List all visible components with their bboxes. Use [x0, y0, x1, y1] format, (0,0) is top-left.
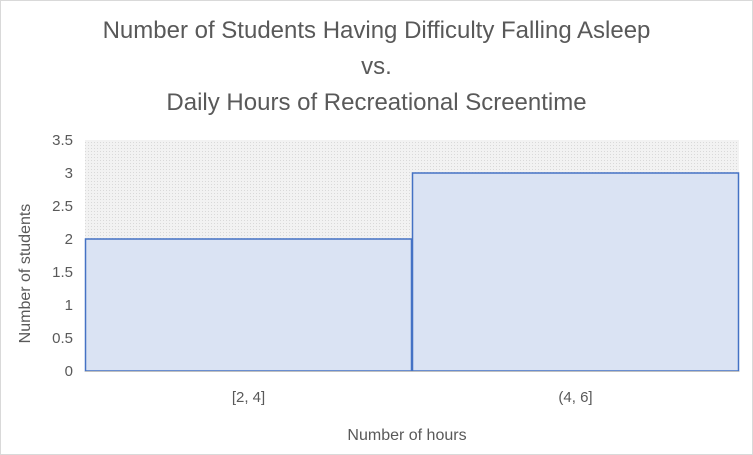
y-tick-label: 3.5: [52, 132, 73, 149]
y-tick-label: 0: [65, 363, 73, 380]
chart-title-line-3: Daily Hours of Recreational Screentime: [166, 89, 587, 116]
y-tick-label: 2.5: [52, 198, 73, 215]
y-tick-label: 2: [65, 231, 73, 248]
y-tick-label: 3: [65, 165, 73, 182]
y-tick-label: 0.5: [52, 330, 73, 347]
y-axis-title: Number of students: [17, 204, 34, 344]
histogram-bar: [84, 238, 413, 372]
y-tick-label: 1.5: [52, 264, 73, 281]
chart-title-line-2: vs.: [361, 53, 392, 80]
y-tick-label: 1: [65, 297, 73, 314]
x-axis-title: Number of hours: [347, 427, 466, 444]
x-tick-label: (4, 6]: [558, 389, 592, 406]
chart-title-line-1: Number of Students Having Difficulty Fal…: [102, 17, 651, 44]
histogram-bar: [411, 172, 740, 372]
x-tick-label: [2, 4]: [232, 389, 265, 406]
